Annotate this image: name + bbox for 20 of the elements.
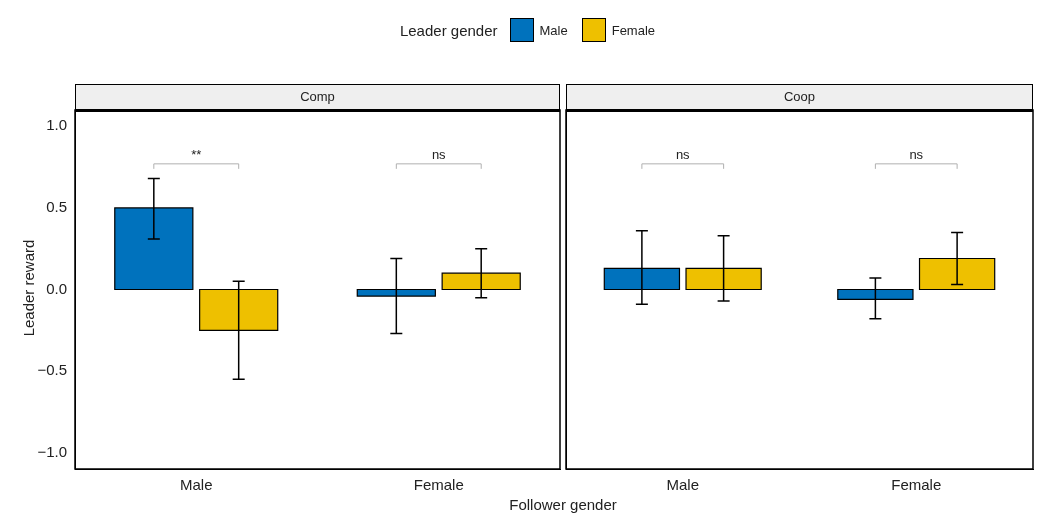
x-tick-label: Male: [666, 476, 700, 494]
annotation: ns: [675, 146, 691, 162]
y-axis-title: Leader reward: [19, 239, 37, 337]
x-tick-label: Female: [413, 476, 464, 494]
y-tick-label: 0.0: [46, 279, 67, 297]
x-tick-label: Male: [179, 476, 213, 494]
legend-label: Male: [538, 21, 568, 40]
legend-title: Leader gender: [399, 21, 498, 39]
x-tick-label: Female: [891, 476, 942, 494]
annotation: ns: [431, 146, 447, 162]
panel-header: Comp: [75, 84, 560, 112]
annotation: ns: [909, 146, 924, 162]
annotation: **: [191, 146, 202, 162]
y-tick-label: 1.0: [46, 116, 67, 134]
x-axis-title: Follower gender: [508, 496, 618, 513]
y-tick-label: 0.5: [46, 198, 67, 216]
legend-label: Female: [610, 21, 656, 40]
panel-header: Coop: [566, 84, 1033, 112]
y-tick-label: −1.0: [37, 442, 67, 460]
y-tick-label: −0.5: [37, 361, 67, 379]
